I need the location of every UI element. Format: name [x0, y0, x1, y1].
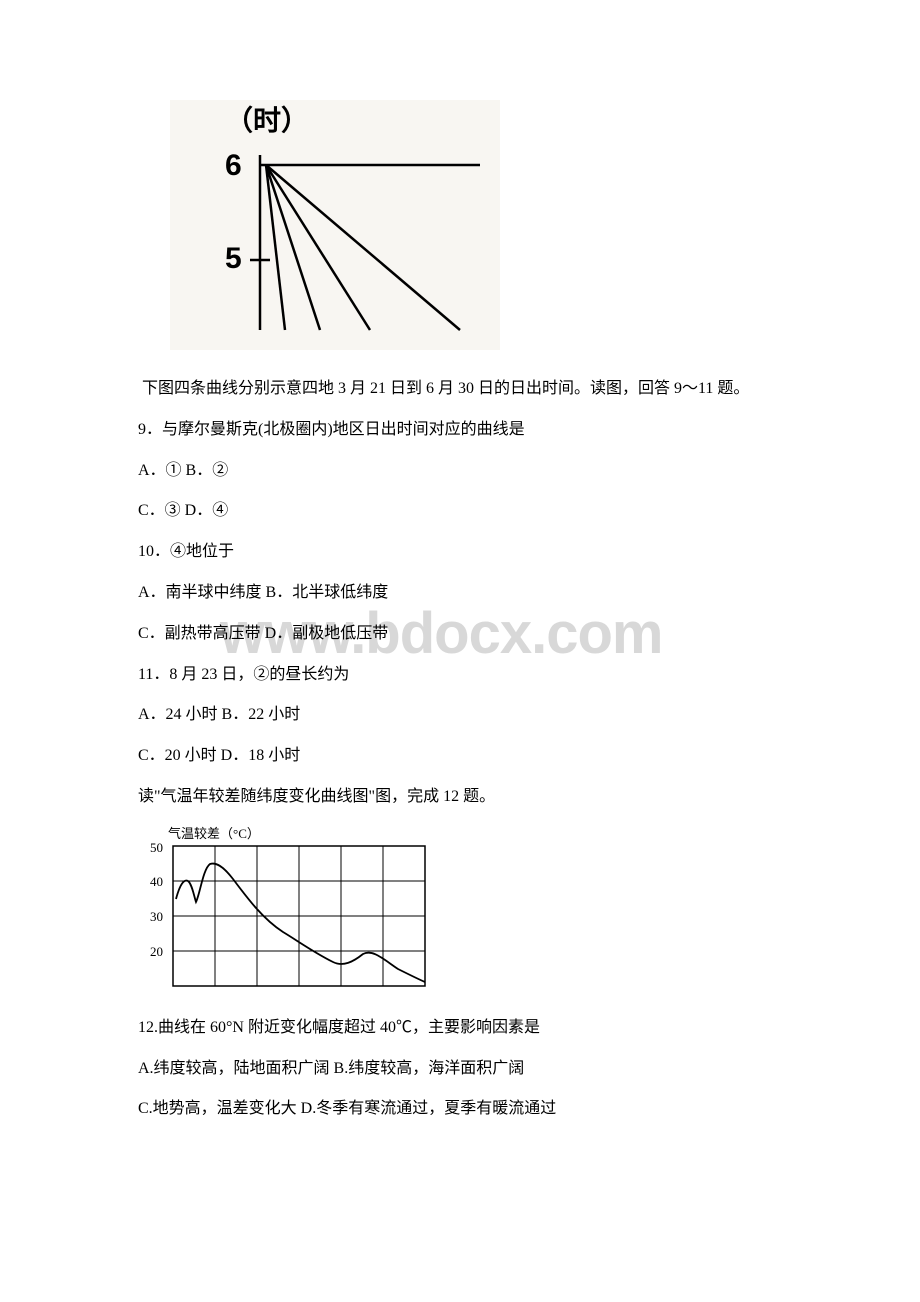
question-10: 10．④地位于: [138, 538, 810, 567]
q9-options-a: A．① B．②: [138, 457, 810, 486]
q10-options-b: C．副热带高压带 D．副极地低压带: [138, 620, 810, 649]
intro-text-1: 下图四条曲线分别示意四地 3 月 21 日到 6 月 30 日的日出时间。读图，…: [110, 375, 810, 404]
q10-options-a: A．南半球中纬度 B．北半球低纬度: [138, 579, 810, 608]
y-tick-5: 5: [225, 242, 242, 275]
chart2-title: 气温较差（°C）: [168, 826, 260, 841]
q11-options-a: A．24 小时 B．22 小时: [138, 701, 810, 730]
sunrise-time-chart: （时） 6 5: [170, 100, 810, 355]
q9-options-b: C．③ D．④: [138, 497, 810, 526]
question-9: 9．与摩尔曼斯克(北极圈内)地区日出时间对应的曲线是: [138, 416, 810, 445]
ylabel-20: 20: [150, 944, 163, 959]
y-tick-6: 6: [225, 149, 242, 182]
y-axis-label: （时）: [225, 104, 309, 137]
q12-options-b: C.地势高，温差变化大 D.冬季有寒流通过，夏季有暖流通过: [138, 1095, 810, 1124]
q12-options-a: A.纬度较高，陆地面积广阔 B.纬度较高，海洋面积广阔: [138, 1055, 810, 1084]
question-12: 12.曲线在 60°N 附近变化幅度超过 40℃，主要影响因素是: [138, 1014, 810, 1043]
temperature-range-chart: 气温较差（°C） 50 40 30 20: [138, 824, 810, 999]
intro-text-2: 读"气温年较差随纬度变化曲线图"图，完成 12 题。: [138, 783, 810, 812]
ylabel-50: 50: [150, 840, 163, 855]
ylabel-30: 30: [150, 909, 163, 924]
question-11: 11．8 月 23 日，②的昼长约为: [138, 661, 810, 690]
q11-options-b: C．20 小时 D．18 小时: [138, 742, 810, 771]
ylabel-40: 40: [150, 874, 163, 889]
